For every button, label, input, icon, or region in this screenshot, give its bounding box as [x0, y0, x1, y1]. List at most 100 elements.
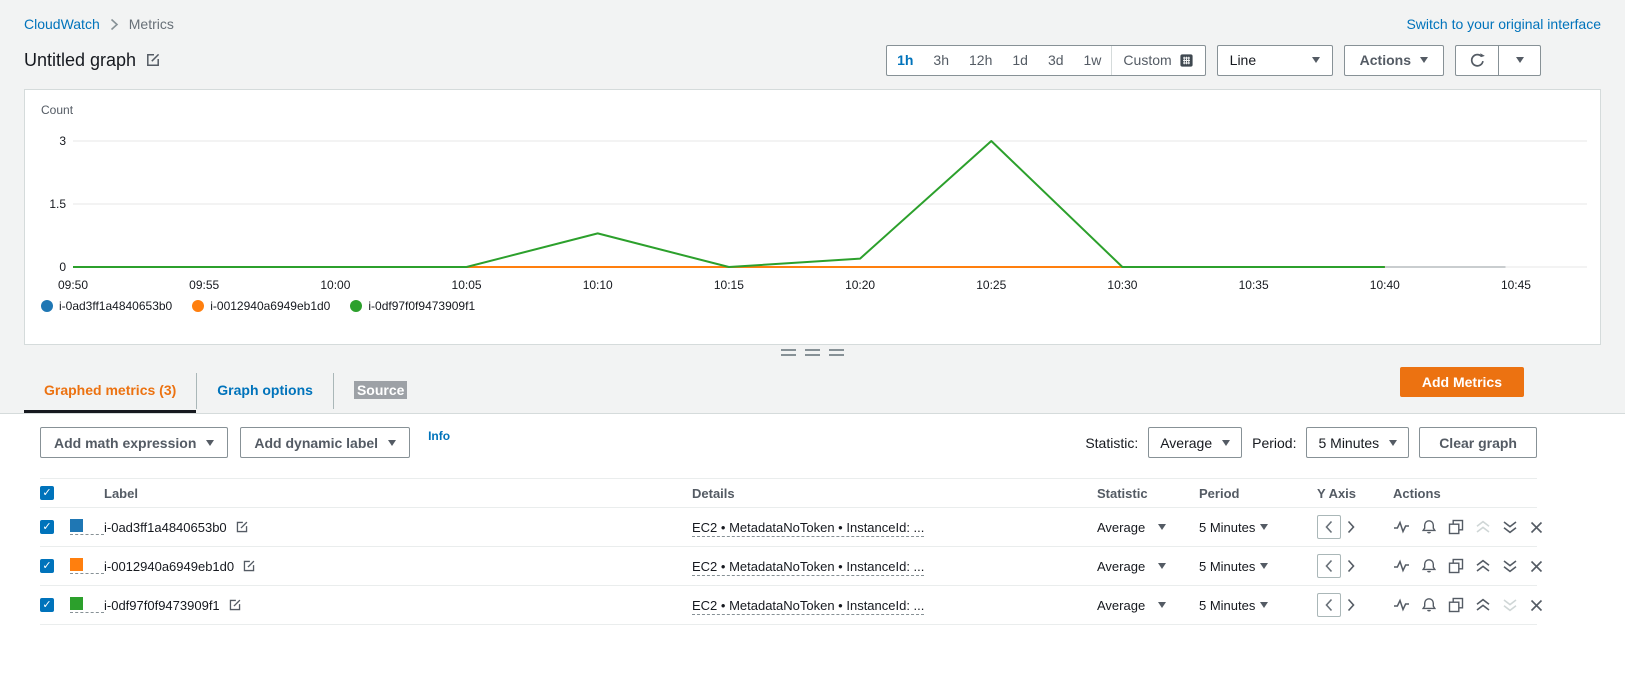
switch-original-interface-link[interactable]: Switch to your original interface	[1406, 16, 1601, 32]
chart-resize-handle[interactable]	[24, 345, 1601, 359]
add-dynamic-label-label: Add dynamic label	[254, 434, 379, 451]
time-range-3h[interactable]: 3h	[933, 51, 949, 68]
metrics-toolbar: Add math expression Add dynamic label In…	[40, 427, 1537, 458]
series-color-picker[interactable]	[70, 597, 104, 613]
tab-source[interactable]: Source	[334, 368, 427, 413]
table-row: ✓ i-0ad3ff1a4840653b0 EC2 • MetadataNoTo…	[40, 508, 1543, 547]
yaxis-right-button[interactable]	[1343, 515, 1359, 539]
tab-graphed-metrics[interactable]: Graphed metrics (3)	[24, 368, 197, 413]
metric-details-link[interactable]: EC2 • MetadataNoToken • InstanceId: ...	[692, 558, 925, 576]
add-dynamic-label-button[interactable]: Add dynamic label	[240, 427, 411, 458]
legend-item[interactable]: i-0df97f0f9473909f1	[350, 299, 475, 313]
tab-graph-options[interactable]: Graph options	[217, 382, 313, 398]
edit-label-icon[interactable]	[235, 520, 249, 534]
row-period-select[interactable]: 5 Minutes	[1199, 559, 1317, 574]
tab-divider	[332, 372, 334, 409]
statistic-select[interactable]: Average	[1148, 427, 1243, 458]
clear-graph-button[interactable]: Clear graph	[1419, 427, 1537, 458]
row-period-value: 5 Minutes	[1199, 597, 1256, 613]
create-alarm-icon[interactable]	[1421, 558, 1437, 574]
graph-this-metric-icon[interactable]	[1393, 597, 1410, 613]
toolbar-right: Statistic: Average Period: 5 Minutes Cle…	[1085, 427, 1537, 458]
move-down-icon[interactable]	[1502, 597, 1518, 613]
edit-label-icon[interactable]	[242, 559, 256, 573]
time-range-group: 1h 3h 12h 1d 3d 1w Custom	[886, 44, 1206, 76]
graph-this-metric-icon[interactable]	[1393, 558, 1410, 574]
title-row: Untitled graph 1h 3h 12h 1d 3d 1w Custom	[24, 44, 1601, 76]
time-range-1w[interactable]: 1w	[1083, 51, 1102, 68]
graph-type-select[interactable]: Line	[1216, 44, 1333, 76]
refresh-icon	[1470, 52, 1485, 67]
row-statistic-select[interactable]: Average	[1097, 598, 1199, 613]
remove-metric-icon[interactable]	[1529, 598, 1544, 613]
metric-details-link[interactable]: EC2 • MetadataNoToken • InstanceId: ...	[692, 597, 925, 615]
refresh-button[interactable]	[1456, 46, 1498, 75]
refresh-options-button[interactable]	[1498, 45, 1540, 75]
duplicate-icon[interactable]	[1448, 558, 1464, 574]
row-checkbox[interactable]: ✓	[40, 559, 54, 573]
series-color-swatch	[70, 597, 83, 610]
row-checkbox[interactable]: ✓	[40, 598, 54, 612]
info-link[interactable]: Info	[428, 429, 451, 443]
yaxis-left-button[interactable]	[1317, 593, 1341, 617]
move-up-icon[interactable]	[1475, 558, 1491, 574]
add-math-expression-label: Add math expression	[54, 434, 197, 451]
edit-label-icon[interactable]	[228, 598, 242, 612]
time-range-1d[interactable]: 1d	[1012, 51, 1028, 68]
select-all-checkbox[interactable]: ✓	[40, 486, 54, 500]
breadcrumb-cloudwatch-link[interactable]: CloudWatch	[24, 16, 100, 32]
duplicate-icon[interactable]	[1448, 519, 1464, 535]
row-statistic-select[interactable]: Average	[1097, 559, 1199, 574]
column-header-statistic: Statistic	[1097, 485, 1148, 501]
legend-item[interactable]: i-0ad3ff1a4840653b0	[41, 299, 172, 313]
calendar-grid-icon	[1179, 53, 1194, 68]
tabs: Graphed metrics (3) Graph options Source	[24, 368, 427, 413]
svg-text:10:00: 10:00	[320, 278, 350, 292]
graph-this-metric-icon[interactable]	[1393, 519, 1410, 535]
edit-title-icon[interactable]	[145, 52, 161, 68]
page-title: Untitled graph	[24, 49, 137, 70]
yaxis-left-button[interactable]	[1317, 515, 1341, 539]
table-row: ✓ i-0012940a6949eb1d0 EC2 • MetadataNoTo…	[40, 547, 1543, 586]
chevron-down-icon	[1420, 57, 1428, 63]
add-math-expression-button[interactable]: Add math expression	[40, 427, 229, 458]
remove-metric-icon[interactable]	[1529, 520, 1544, 535]
chevron-down-icon	[1515, 57, 1524, 63]
svg-text:09:50: 09:50	[58, 278, 88, 292]
breadcrumb: CloudWatch Metrics	[24, 16, 174, 32]
move-down-icon[interactable]	[1502, 519, 1518, 535]
legend-label: i-0df97f0f9473909f1	[368, 299, 476, 313]
create-alarm-icon[interactable]	[1421, 597, 1437, 613]
row-period-select[interactable]: 5 Minutes	[1199, 598, 1317, 613]
add-metrics-button[interactable]: Add Metrics	[1399, 367, 1524, 397]
y-axis-label: Count	[41, 103, 74, 117]
yaxis-right-button[interactable]	[1343, 554, 1359, 578]
top-section: CloudWatch Metrics Switch to your origin…	[0, 0, 1625, 414]
actions-label: Actions	[1359, 52, 1411, 68]
metric-details-link[interactable]: EC2 • MetadataNoToken • InstanceId: ...	[692, 519, 925, 537]
grip-icon	[829, 348, 844, 356]
time-range-12h[interactable]: 12h	[969, 51, 993, 68]
remove-metric-icon[interactable]	[1529, 559, 1544, 574]
legend-item[interactable]: i-0012940a6949eb1d0	[192, 299, 330, 313]
period-select[interactable]: 5 Minutes	[1306, 427, 1410, 458]
row-statistic-select[interactable]: Average	[1097, 520, 1199, 535]
move-up-icon[interactable]	[1475, 519, 1491, 535]
series-color-picker[interactable]	[70, 519, 104, 535]
move-up-icon[interactable]	[1475, 597, 1491, 613]
time-range-1h[interactable]: 1h	[897, 51, 914, 68]
row-statistic-value: Average	[1097, 519, 1146, 535]
yaxis-left-button[interactable]	[1317, 554, 1341, 578]
create-alarm-icon[interactable]	[1421, 519, 1437, 535]
time-range-custom[interactable]: Custom	[1111, 45, 1204, 75]
metrics-chart[interactable]: 3 1.5 0 09:50 09:55 10:00 10:05 10:10 10:15 10:20…	[25, 120, 1600, 300]
series-color-picker[interactable]	[70, 558, 104, 574]
row-checkbox[interactable]: ✓	[40, 520, 54, 534]
yaxis-right-button[interactable]	[1343, 593, 1359, 617]
duplicate-icon[interactable]	[1448, 597, 1464, 613]
move-down-icon[interactable]	[1502, 558, 1518, 574]
actions-button[interactable]: Actions	[1343, 44, 1444, 76]
time-range-3d[interactable]: 3d	[1047, 51, 1064, 68]
row-period-select[interactable]: 5 Minutes	[1199, 520, 1317, 535]
